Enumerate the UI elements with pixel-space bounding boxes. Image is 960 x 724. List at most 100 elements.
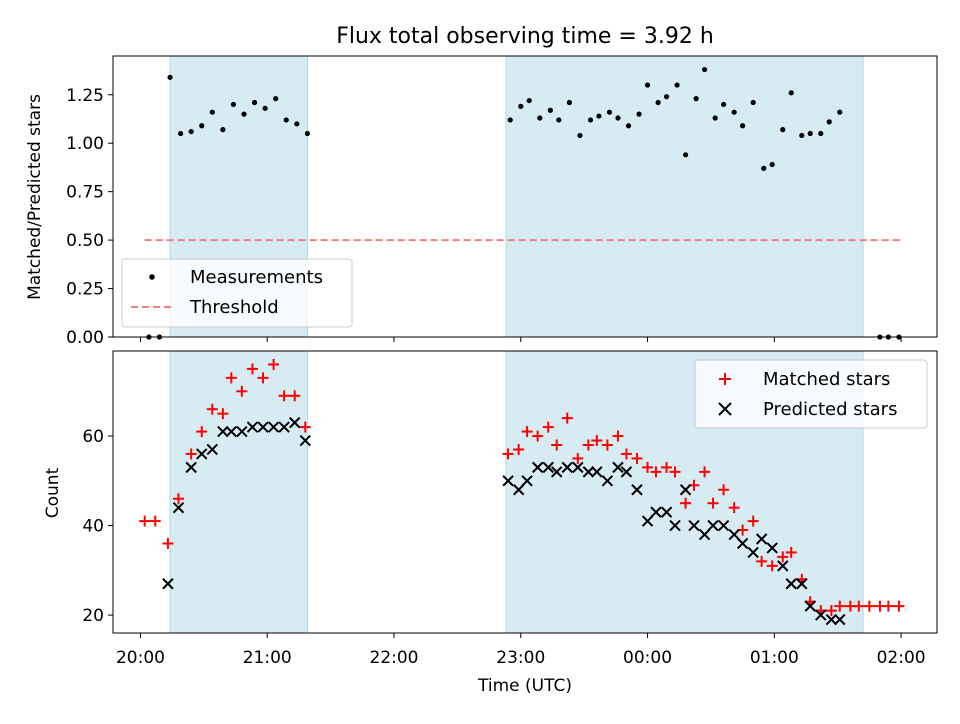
predicted-star-marker (196, 448, 208, 460)
measurement-point (283, 117, 289, 123)
measurement-point (304, 130, 310, 137)
predicted-star-marker (766, 542, 778, 554)
predicted-star-marker (660, 506, 673, 518)
predicted-star-marker (278, 421, 290, 433)
top-legend-box (121, 258, 353, 328)
measurement-point (230, 101, 237, 108)
measurement-point (199, 123, 205, 129)
predicted-star-marker (206, 443, 219, 456)
bottom-y-ticks: 20 40 60 (82, 427, 113, 626)
measurement-point (731, 109, 737, 115)
measurement-points (146, 66, 902, 340)
matched-star-marker (631, 452, 643, 464)
matched-star-marker (513, 443, 525, 455)
predicted-star-marker (650, 506, 662, 518)
x-tick-label: 00:00 (623, 648, 672, 668)
x-tick-label: 01:00 (750, 648, 799, 668)
measurement-point (178, 130, 184, 137)
predicted-star-marker (299, 434, 311, 447)
top-y-axis-label: Matched/Predicted stars (25, 94, 45, 300)
measurement-point (606, 109, 613, 115)
bottom-legend: Matched stars Predicted stars (694, 359, 928, 429)
matched-star-marker (707, 497, 719, 509)
predicted-star-marker (502, 475, 514, 487)
x-tick-label: 21:00 (243, 648, 292, 668)
predicted-star-marker (796, 578, 808, 590)
legend-predicted-label: Predicted stars (763, 399, 897, 420)
measurement-point (273, 96, 279, 102)
x-tick-label: 20:00 (116, 648, 165, 668)
measurement-point (682, 152, 689, 158)
measurement-point (740, 123, 746, 129)
predicted-star-marker (620, 466, 633, 478)
matched-star-marker (196, 426, 208, 438)
measurement-point (674, 82, 680, 88)
measurement-point (769, 161, 775, 168)
matched-star-marker (747, 515, 759, 527)
predicted-star-marker (707, 519, 719, 532)
matched-star-marker (572, 452, 584, 464)
y-tick-label: 1.00 (66, 134, 104, 154)
predicted-star-marker (531, 461, 544, 474)
observing-window-shade (169, 350, 308, 634)
predicted-star-marker (834, 613, 846, 626)
predicted-star-marker (542, 461, 554, 474)
predicted-star-marker (698, 528, 711, 541)
measurement-point (220, 127, 226, 133)
predicted-star-marker (747, 546, 759, 559)
bottom-x-ticks: 20:00 21:00 22:00 23:00 00:00 01:00 02:00 (116, 633, 926, 668)
matched-star-marker (246, 363, 258, 375)
predicted-star-marker (785, 578, 797, 590)
matched-star-marker (853, 600, 865, 612)
measurement-point (807, 130, 813, 137)
predicted-star-marker (550, 466, 563, 478)
predicted-star-marker (572, 461, 584, 474)
measurement-point (596, 113, 602, 119)
measurement-point (615, 115, 621, 121)
predicted-star-marker (561, 461, 573, 474)
predicted-star-marker (631, 484, 643, 496)
y-tick-label: 40 (82, 517, 104, 537)
measurement-point (262, 105, 268, 111)
predicted-star-marker (717, 519, 730, 532)
predicted-star-marker (512, 484, 525, 496)
matched-star-marker (620, 448, 632, 460)
chart-title: Flux total observing time = 3.92 h (336, 24, 714, 49)
predicted-star-marker (688, 519, 700, 532)
matched-star-marker (863, 600, 875, 612)
legend-predicted-marker (718, 402, 732, 416)
legend-matched-marker (719, 373, 731, 385)
top-y-ticks: 0.00 0.25 0.50 0.75 1.00 1.25 (66, 86, 113, 348)
measurement-point (241, 111, 247, 117)
predicted-star-marker (641, 515, 654, 527)
matched-star-markers (139, 358, 905, 617)
predicted-star-marker (755, 533, 768, 545)
measurement-point (826, 119, 832, 125)
measurement-point (507, 117, 513, 123)
predicted-star-markers (162, 416, 846, 626)
predicted-star-marker (172, 501, 185, 514)
matched-star-marker (217, 408, 229, 420)
measurement-point (799, 132, 805, 139)
matched-star-marker (766, 560, 778, 572)
legend-matched-label: Matched stars (763, 369, 890, 390)
matched-star-marker (612, 430, 624, 442)
matched-star-marker (502, 448, 514, 460)
predicted-star-marker (669, 519, 681, 532)
matched-star-marker (521, 426, 533, 438)
matched-star-marker (551, 439, 563, 451)
measurement-point (663, 94, 670, 100)
measurement-point (721, 101, 727, 108)
matched-star-marker (206, 403, 218, 415)
predicted-star-marker (728, 528, 740, 541)
matched-star-marker (542, 421, 554, 433)
measurement-point (712, 115, 718, 121)
predicted-star-marker (257, 421, 269, 433)
matched-star-marker (532, 430, 544, 442)
predicted-star-marker (591, 466, 603, 478)
matched-star-marker (669, 466, 681, 478)
x-tick-label: 02:00 (877, 648, 926, 668)
matched-star-marker (278, 390, 290, 402)
measurement-point (701, 66, 708, 73)
